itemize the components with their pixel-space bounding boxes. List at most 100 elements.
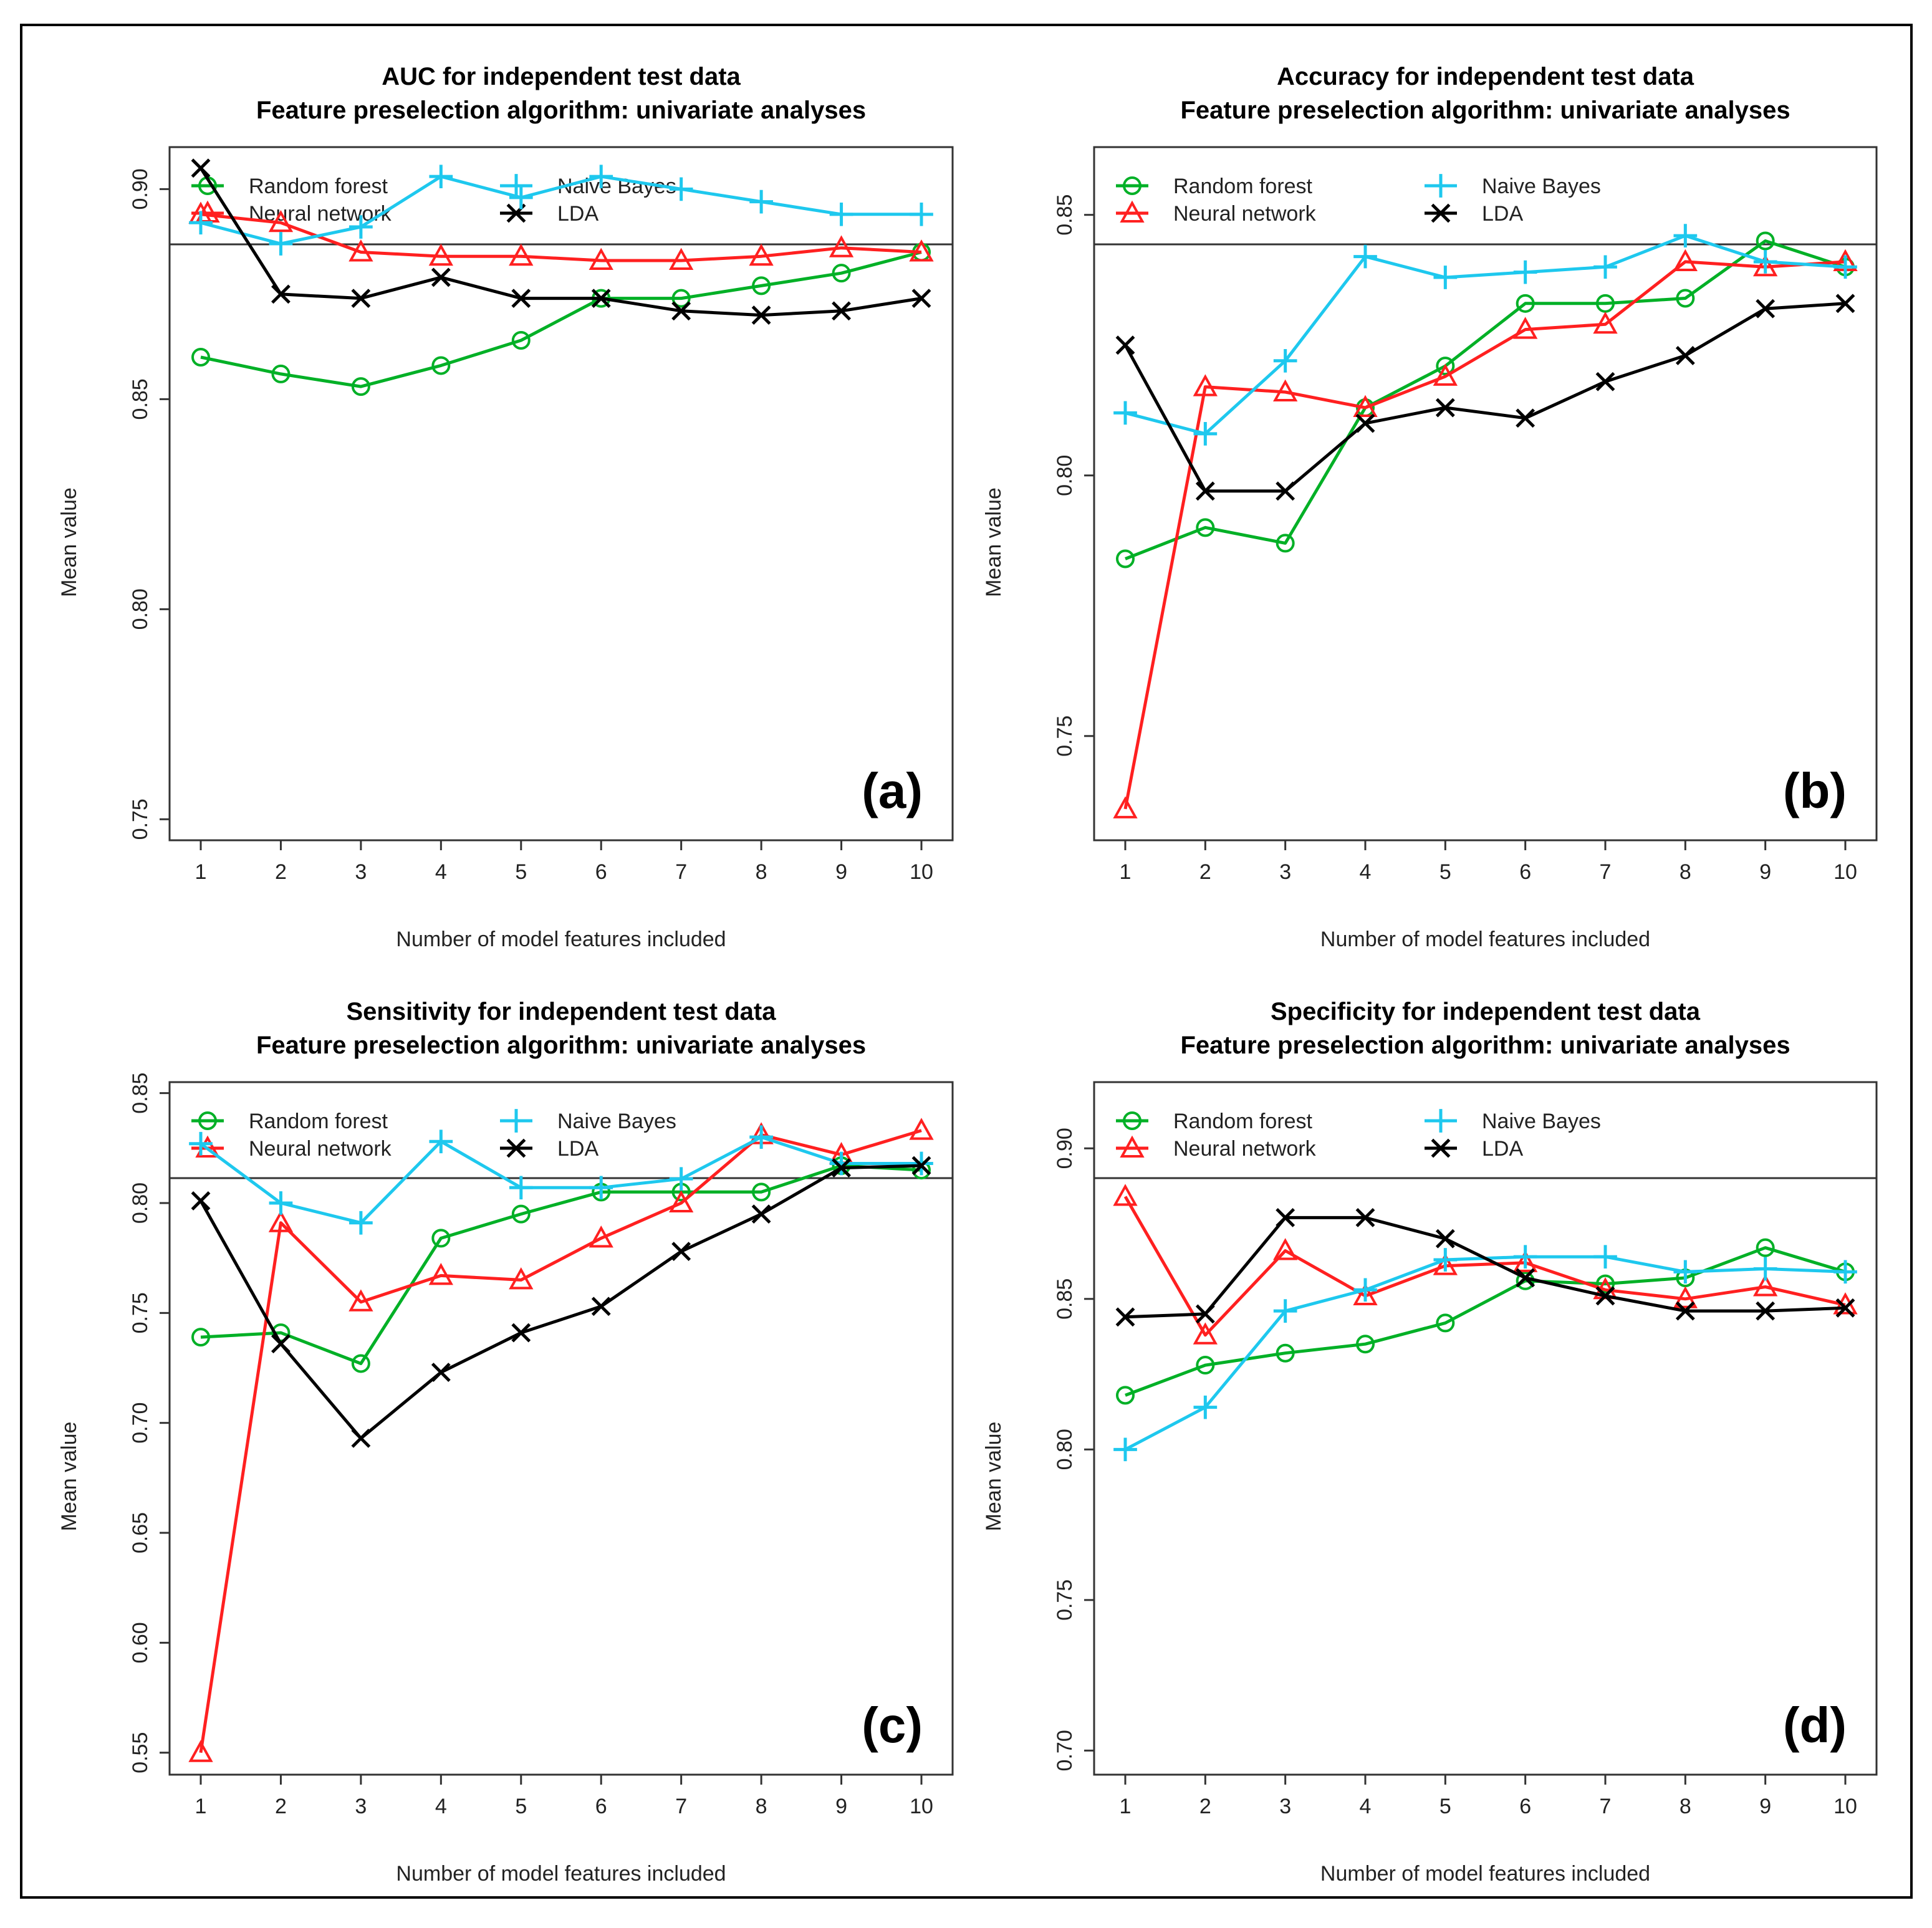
x-tick-label: 6 xyxy=(1519,860,1531,884)
data-point xyxy=(1276,1207,1295,1227)
legend-item-random-forest: Random forest xyxy=(1116,175,1313,198)
plot-frame xyxy=(168,1081,954,1776)
data-point xyxy=(1435,1229,1455,1249)
legend-marker xyxy=(195,1135,220,1158)
series-neural-network xyxy=(1113,1184,1858,1345)
series-neural-network xyxy=(1113,249,1858,818)
chart-title: Specificity for independent test data xyxy=(1271,998,1701,1025)
data-point xyxy=(829,235,854,257)
data-point xyxy=(1676,289,1695,308)
data-point xyxy=(509,243,534,266)
data-point xyxy=(1593,311,1618,334)
series-line xyxy=(1124,1255,1846,1451)
data-point xyxy=(1516,408,1536,428)
data-point xyxy=(1435,398,1455,418)
legend-marker xyxy=(1123,1111,1141,1130)
data-point xyxy=(429,1129,453,1154)
data-point xyxy=(351,377,370,396)
data-point xyxy=(752,276,771,295)
data-point xyxy=(669,1190,694,1212)
data-point xyxy=(829,1151,853,1176)
data-point xyxy=(431,1229,451,1248)
series-naive-bayes xyxy=(189,1125,933,1235)
data-point xyxy=(429,165,453,189)
data-point xyxy=(431,267,451,287)
data-point xyxy=(511,1204,531,1224)
data-point xyxy=(1753,1274,1778,1297)
x-tick-label: 3 xyxy=(355,1795,367,1818)
data-point xyxy=(1756,231,1775,251)
data-point xyxy=(1353,395,1378,418)
series-lda xyxy=(1115,294,1855,501)
x-tick-label: 5 xyxy=(515,860,527,884)
data-point xyxy=(348,239,373,262)
data-point xyxy=(268,1210,294,1232)
x-tick-label: 5 xyxy=(515,1795,527,1818)
y-tick-label: 0.70 xyxy=(128,1403,152,1444)
data-point xyxy=(1673,1286,1698,1308)
legend-marker xyxy=(504,1109,528,1133)
data-point xyxy=(268,209,294,233)
data-point xyxy=(1276,1343,1295,1363)
x-tick-label: 8 xyxy=(756,860,767,884)
x-tick-label: 8 xyxy=(756,1795,767,1818)
data-point xyxy=(1596,294,1615,313)
series-lda xyxy=(191,158,931,325)
data-point xyxy=(1513,1250,1538,1272)
data-point xyxy=(431,1363,451,1382)
series-naive-bayes xyxy=(189,165,933,256)
series-line xyxy=(1123,1196,1846,1337)
data-point xyxy=(188,1740,213,1762)
legend-marker xyxy=(1120,1135,1145,1158)
panel-b: Accuracy for independent test data Featur… xyxy=(982,63,1878,951)
data-point xyxy=(269,232,293,256)
series-random-forest xyxy=(1116,231,1855,568)
x-tick-label: 9 xyxy=(1759,860,1771,884)
data-point xyxy=(911,1156,931,1176)
data-point xyxy=(1273,1238,1298,1260)
legend-label: LDA xyxy=(1482,202,1523,226)
data-point xyxy=(1835,1298,1855,1318)
chart-subtitle: Feature preselection algorithm: univaria… xyxy=(256,97,866,124)
legend-item-random-forest: Random forest xyxy=(191,175,388,198)
data-point xyxy=(351,1428,371,1448)
legend-item-naive-bayes: Naive Bayes xyxy=(1425,1109,1601,1133)
x-axis-label: Number of model features included xyxy=(396,928,726,951)
data-point xyxy=(1593,255,1617,279)
legend-label: Random forest xyxy=(1173,1110,1313,1133)
y-tick-label: 0.80 xyxy=(1053,455,1077,496)
data-point xyxy=(589,165,613,189)
legend-label: Naive Bayes xyxy=(557,1110,676,1133)
chart-title: Sensitivity for independent test data xyxy=(346,998,776,1025)
data-point xyxy=(351,289,371,309)
legend-marker xyxy=(198,1111,217,1130)
data-point xyxy=(591,289,611,309)
data-point xyxy=(1756,1301,1776,1321)
x-tick-label: 5 xyxy=(1439,860,1451,884)
x-tick-label: 9 xyxy=(835,1795,847,1818)
legend-item-random-forest: Random forest xyxy=(1116,1110,1313,1133)
data-point xyxy=(669,177,693,201)
data-point xyxy=(509,186,533,209)
panel-label: (b) xyxy=(1783,763,1847,818)
data-point xyxy=(269,1191,293,1215)
x-tick-label: 1 xyxy=(1120,1795,1132,1818)
y-axis: 0.70 0.75 0.80 0.85 0.90 Mean value xyxy=(982,1128,1094,1771)
data-point xyxy=(1516,294,1535,313)
series-line xyxy=(1123,302,1846,493)
data-point xyxy=(1356,1335,1375,1354)
data-point xyxy=(189,1131,213,1156)
panel-c: Sensitivity for independent test data Fea… xyxy=(57,998,954,1886)
legend-item-neural-network: Neural network xyxy=(1116,200,1317,226)
data-point xyxy=(1273,348,1297,373)
x-tick-label: 7 xyxy=(1600,860,1612,884)
data-point xyxy=(1195,1304,1215,1324)
data-point xyxy=(1433,1253,1458,1275)
data-point xyxy=(1193,374,1218,396)
y-tick-label: 0.80 xyxy=(128,1182,152,1224)
data-point xyxy=(829,202,853,226)
x-tick-label: 4 xyxy=(1360,860,1372,884)
x-tick-label: 10 xyxy=(910,860,933,884)
data-point xyxy=(1833,255,1857,279)
x-tick-label: 6 xyxy=(595,860,607,884)
